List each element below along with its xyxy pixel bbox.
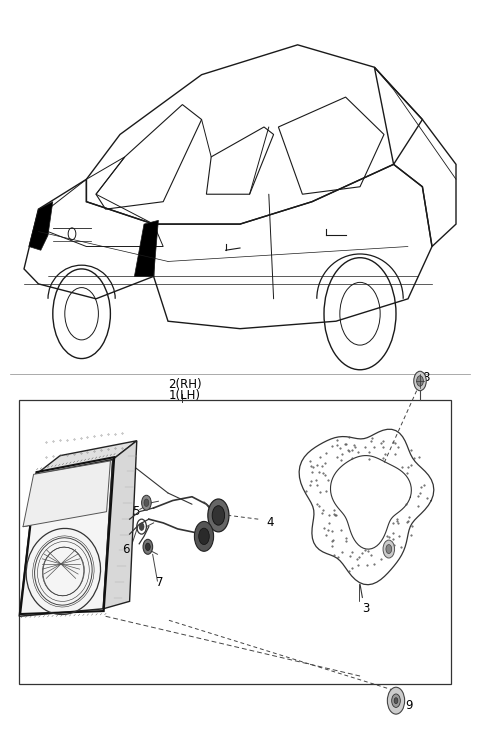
Circle shape [212, 506, 225, 525]
Text: 4: 4 [266, 516, 274, 530]
Circle shape [142, 495, 151, 510]
Text: 8: 8 [422, 371, 430, 384]
Circle shape [145, 543, 150, 551]
Circle shape [139, 523, 144, 530]
Circle shape [392, 694, 400, 707]
Text: 9: 9 [406, 699, 413, 713]
Text: 3: 3 [362, 602, 370, 616]
Polygon shape [36, 441, 137, 474]
Circle shape [199, 528, 209, 545]
Text: 7: 7 [156, 576, 164, 589]
Circle shape [144, 499, 149, 506]
Circle shape [394, 698, 398, 704]
Circle shape [208, 499, 229, 532]
Polygon shape [103, 441, 137, 609]
Text: 2(RH): 2(RH) [168, 379, 202, 391]
Circle shape [387, 687, 405, 714]
Polygon shape [134, 220, 158, 276]
Bar [19, 400, 451, 684]
Text: 5: 5 [132, 505, 139, 518]
Circle shape [143, 539, 153, 554]
Circle shape [417, 376, 423, 386]
Circle shape [414, 371, 426, 391]
Polygon shape [23, 461, 110, 527]
Circle shape [383, 540, 395, 558]
Polygon shape [19, 459, 113, 616]
Text: 6: 6 [122, 542, 130, 556]
Text: 1(LH): 1(LH) [169, 389, 201, 402]
Circle shape [386, 545, 392, 554]
Polygon shape [29, 202, 53, 250]
Circle shape [194, 521, 214, 551]
